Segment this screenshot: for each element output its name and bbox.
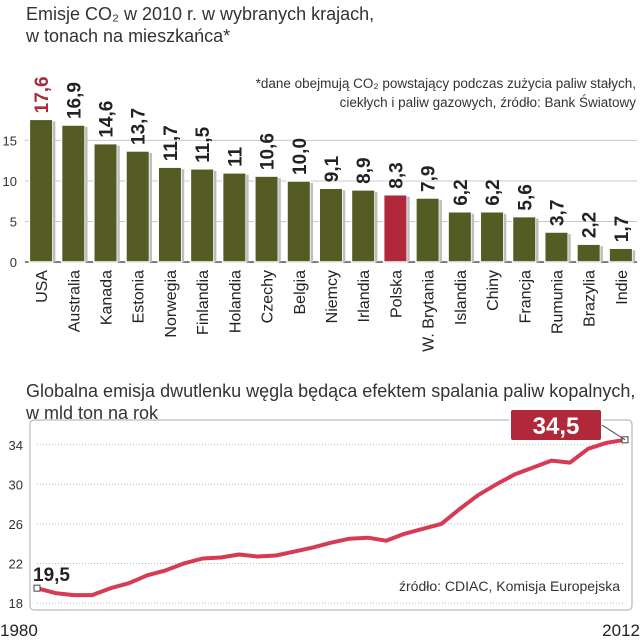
bar-value-label: 9,1 <box>322 155 343 182</box>
bar-chart-footnote: *dane obejmują CO₂ powstający podczas zu… <box>256 74 636 112</box>
bar-value-label: 5,6 <box>515 184 536 210</box>
bar-value-label: 11,7 <box>161 125 182 161</box>
bar-shadow <box>117 145 120 262</box>
bar-category-label: Estonia <box>131 270 148 323</box>
line-chart-frame <box>29 419 633 611</box>
bar-value-label: 7,9 <box>419 166 440 192</box>
bar-y-tick-label: 0 <box>10 255 17 270</box>
bar-category-label: Irlandia <box>356 270 373 323</box>
bar-category-label: Rumunia <box>549 270 566 334</box>
bar-value-label: 10,0 <box>290 138 311 175</box>
bar-y-tick-label: 10 <box>3 174 17 189</box>
bar-value-label: 1,7 <box>612 216 633 242</box>
bar-category-label: Australia <box>66 270 83 332</box>
line-chart-title: Globalna emisja dwutlenku węgla będąca e… <box>26 381 636 401</box>
bar-shadow <box>471 213 475 262</box>
line-y-tick-label: 22 <box>9 556 23 571</box>
bar-shadow <box>568 234 571 262</box>
bar-category-label: W. Brytania <box>421 270 438 352</box>
bar-belgia <box>286 180 312 263</box>
line-y-tick-label: 26 <box>9 517 23 532</box>
bar-value-label: 8,9 <box>354 157 375 183</box>
line-start-label: 19,5 <box>33 565 70 586</box>
bar-chart-subtitle: w tonach na mieszkańca* <box>26 26 231 46</box>
bar-chiny <box>479 210 505 263</box>
line-start-marker <box>33 584 41 592</box>
line-x-tick-label: 2012 <box>602 621 640 640</box>
bar-category-label: Islandia <box>453 270 470 325</box>
bar-shadow <box>52 121 56 262</box>
line-x-tick-label: 1980 <box>0 621 38 640</box>
bar-shadow <box>536 218 539 262</box>
bar-chart-title: Emisje CO₂ w 2010 r. w wybranych krajach… <box>26 4 375 24</box>
bar-value-label: 6,2 <box>451 179 472 205</box>
bar-shadow <box>181 169 185 262</box>
bar-category-label: USA <box>34 270 51 303</box>
bar-shadow <box>149 152 152 262</box>
bar-shadow <box>213 170 217 262</box>
line-end-label: 34,5 <box>533 413 580 440</box>
bar-category-label: Belgia <box>292 270 309 315</box>
bar-shadow <box>278 178 281 262</box>
bar-category-label: Holandia <box>227 270 244 333</box>
line-callout-leader <box>601 424 626 441</box>
bar-shadow <box>600 246 603 262</box>
bar-irlandia <box>350 189 376 263</box>
bar-shadow <box>407 196 410 262</box>
bar-category-label: Kanada <box>99 270 116 325</box>
bar-shadow <box>374 191 378 262</box>
bar-value-label: 10,6 <box>258 133 279 170</box>
line-y-tick-label: 18 <box>9 596 23 611</box>
bar-value-label: 6,2 <box>483 179 504 205</box>
line-chart-subtitle: w mld ton na rok <box>26 403 159 423</box>
bar-shadow <box>246 174 249 262</box>
bar-y-tick-label: 15 <box>3 133 17 148</box>
bar-category-label: Indie <box>614 270 631 305</box>
bar-category-label: Finlandia <box>195 270 212 335</box>
bar-y-tick-label: 5 <box>10 214 17 229</box>
footnote-line-1: *dane obejmują CO₂ powstający podczas zu… <box>255 76 636 91</box>
bar-value-label: 11 <box>225 146 246 167</box>
bar-shadow <box>439 199 442 262</box>
bar-shadow <box>310 182 314 262</box>
bar-value-label: 2,2 <box>580 212 601 238</box>
bar-category-label: Norwegia <box>163 270 180 338</box>
bar-wbrytania <box>415 197 441 263</box>
bar-category-label: Polska <box>388 270 405 318</box>
bar-category-label: Chiny <box>485 270 502 311</box>
bar-value-label: 13,7 <box>129 108 150 145</box>
bar-value-label: 8,3 <box>386 162 407 188</box>
line-series-emissions <box>35 437 627 598</box>
bar-francja <box>511 215 537 263</box>
bar-chart: 0 5 10 15 17,6 USA 16,9 Australia 14,6 Kanada 13,7… <box>3 76 637 352</box>
line-y-tick-label: 34 <box>9 438 23 453</box>
footnote-line-2: ciekłych i paliw gazowych, źródło: Bank … <box>339 95 636 110</box>
bar-category-label: Niemcy <box>324 270 341 323</box>
bar-shadow <box>85 127 88 262</box>
bar-value-label: 11,5 <box>193 126 214 162</box>
bar-value-label: 3,7 <box>547 200 568 226</box>
line-chart-source: źródło: CDIAC, Komisja Europejska <box>399 578 620 594</box>
bar-category-label: Francja <box>517 270 534 323</box>
bar-value-label: 16,9 <box>64 82 85 119</box>
bar-value-label: 17,6 <box>32 76 53 113</box>
bar-shadow <box>342 190 346 262</box>
bar-shadow <box>632 250 636 262</box>
bar-shadow <box>503 213 507 262</box>
bar-category-label: Czechy <box>260 270 277 323</box>
line-y-tick-label: 30 <box>9 477 23 492</box>
line-end-marker <box>621 436 629 444</box>
bar-category-label: Brazylia <box>582 270 599 327</box>
bar-value-label: 14,6 <box>97 101 118 138</box>
